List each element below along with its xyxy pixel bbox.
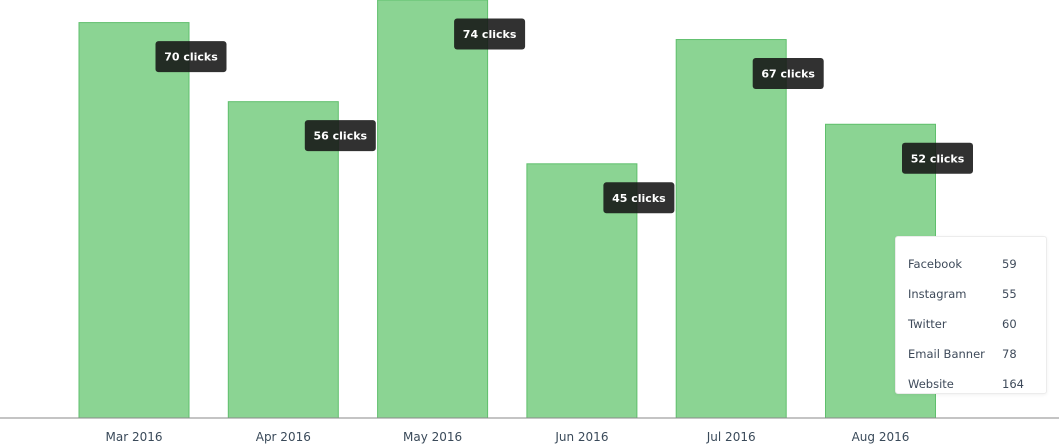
data-label-text: 45 clicks [612,192,666,205]
data-label: 70 clicks [155,41,227,73]
data-label: 52 clicks [902,142,973,174]
legend-row-facebook: Facebook 59 [896,249,1046,279]
data-label-box [454,18,526,50]
legend-value: 60 [1002,317,1017,331]
legend-value: 78 [1002,347,1017,361]
data-label-text: 74 clicks [463,28,517,41]
x-tick-label: Apr 2016 [256,430,311,444]
data-label-text: 70 clicks [164,51,218,64]
legend-label: Website [908,377,954,391]
x-tick-label: Jul 2016 [706,430,756,444]
data-label: 74 clicks [454,18,526,50]
data-label-box [603,182,675,214]
legend-label: Twitter [908,317,947,331]
legend-row-website: Website 164 [896,369,1046,399]
data-label-box [304,120,376,152]
x-tick-label: May 2016 [403,430,462,444]
legend-value: 164 [1002,377,1024,391]
bar[interactable] [227,101,339,419]
legend-row-email-banner: Email Banner 78 [896,339,1046,369]
data-label: 45 clicks [603,182,675,214]
data-label: 67 clicks [752,58,824,90]
legend-value: 59 [1002,257,1017,271]
x-tick-label: Jun 2016 [554,430,608,444]
x-tick-label: Aug 2016 [852,430,910,444]
legend-label: Email Banner [908,347,985,361]
legend-label: Facebook [908,257,963,271]
data-label-text: 52 clicks [911,152,965,165]
x-axis-ticks: Mar 2016 Apr 2016 May 2016 Jun 2016 Jul 2016… [106,430,910,444]
data-label-box [155,41,227,73]
legend-row-twitter: Twitter 60 [896,309,1046,339]
data-label-box [902,142,973,174]
bar[interactable] [675,39,787,419]
data-label-text: 56 clicks [314,130,368,143]
bar[interactable] [377,0,489,419]
data-label-text: 67 clicks [761,68,815,81]
bar[interactable] [78,22,190,419]
legend-row-instagram: Instagram 55 [896,279,1046,309]
legend-value: 55 [1002,287,1017,301]
data-labels-layer: 70 clicks 56 clicks 74 clicks 45 clicks 67 c… [155,18,973,214]
data-label: 56 clicks [304,120,376,152]
sources-legend: Facebook 59 Instagram 55 Twitter 60 Emai… [895,236,1047,394]
legend-label: Instagram [908,287,967,301]
x-tick-label: Mar 2016 [106,430,163,444]
data-label-box [752,58,824,90]
